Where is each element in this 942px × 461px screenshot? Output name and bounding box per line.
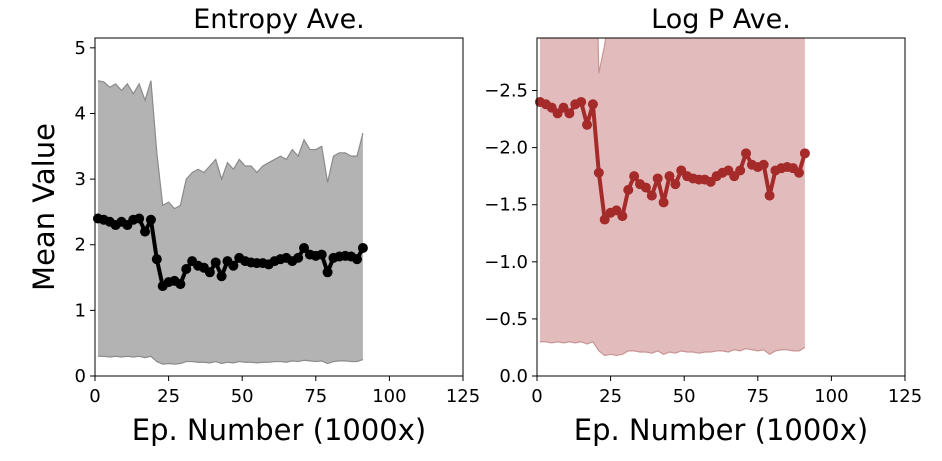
mean-point: [322, 267, 333, 278]
band: [539, 38, 805, 356]
x-tick-label: 25: [599, 386, 622, 407]
y-tick-label: 3: [75, 169, 86, 190]
mean-point: [593, 167, 604, 178]
mean-point: [175, 279, 186, 290]
mean-point: [799, 148, 810, 159]
mean-point: [670, 179, 681, 190]
mean-point: [735, 165, 746, 176]
mean-point: [228, 260, 239, 271]
band-lower-edge: [539, 341, 806, 357]
x-tick-label: 125: [888, 386, 922, 407]
y-tick-label: −2.0: [484, 138, 528, 159]
y-axis-label: Mean Value: [27, 123, 61, 291]
axes-frame: [536, 37, 906, 377]
mean-point: [664, 171, 675, 182]
y-tick-label: 1: [75, 300, 86, 321]
mean-point: [652, 173, 663, 184]
x-tick-label: 50: [231, 386, 254, 407]
x-tick-label: 0: [531, 386, 542, 407]
mean-point: [646, 190, 657, 201]
x-tick-label: 50: [673, 386, 696, 407]
y-tick-label: 4: [75, 103, 86, 124]
y-tick-label: 2: [75, 235, 86, 256]
mean-point: [357, 243, 368, 254]
x-tick-label: 25: [157, 386, 180, 407]
x-tick-label: 100: [814, 386, 848, 407]
mean-point: [140, 226, 151, 237]
mean-point: [758, 159, 769, 170]
mean-point: [794, 167, 805, 178]
axes-frame: [94, 37, 464, 377]
x-axis-label: Ep. Number (1000x): [574, 413, 868, 447]
mean-point: [181, 264, 192, 275]
chart-title: Log P Ave.: [651, 4, 791, 35]
y-tick-label: −1.0: [484, 252, 528, 273]
plot-area: [97, 80, 364, 365]
mean-point: [587, 99, 598, 110]
mean-point: [582, 119, 593, 130]
mean-point: [316, 249, 327, 260]
mean-point: [576, 96, 587, 107]
mean-point: [623, 184, 634, 195]
band-lower-edge: [97, 355, 364, 365]
mean-point: [617, 211, 628, 222]
y-tick-label: −1.5: [484, 195, 528, 216]
plot-area: [539, 38, 806, 357]
x-tick-label: 100: [372, 386, 406, 407]
mean-point: [352, 254, 363, 265]
y-tick-label: 5: [75, 38, 86, 59]
chart-title: Entropy Ave.: [193, 4, 365, 35]
mean-point: [134, 213, 145, 224]
mean-point: [629, 171, 640, 182]
x-tick-label: 0: [89, 386, 100, 407]
mean-point: [216, 271, 227, 282]
mean-point: [564, 108, 575, 119]
mean-point: [764, 190, 775, 201]
y-tick-label: −2.5: [484, 81, 528, 102]
x-axis-label: Ep. Number (1000x): [132, 413, 426, 447]
mean-point: [210, 257, 221, 268]
mean-point: [204, 267, 215, 278]
x-tick-label: 75: [746, 386, 769, 407]
mean-point: [293, 252, 304, 263]
mean-point: [599, 214, 610, 225]
band-upper-edge: [97, 80, 364, 210]
y-tick-label: 0.0: [499, 366, 528, 387]
mean-point: [151, 254, 162, 265]
x-tick-label: 75: [304, 386, 327, 407]
x-tick-label: 125: [446, 386, 480, 407]
y-tick-label: 0: [75, 366, 86, 387]
y-tick-label: −0.5: [484, 309, 528, 330]
mean-point: [658, 197, 669, 208]
band: [97, 80, 363, 365]
mean-point: [299, 243, 310, 254]
mean-point: [640, 182, 651, 193]
mean-point: [741, 148, 752, 159]
mean-point: [145, 214, 156, 225]
